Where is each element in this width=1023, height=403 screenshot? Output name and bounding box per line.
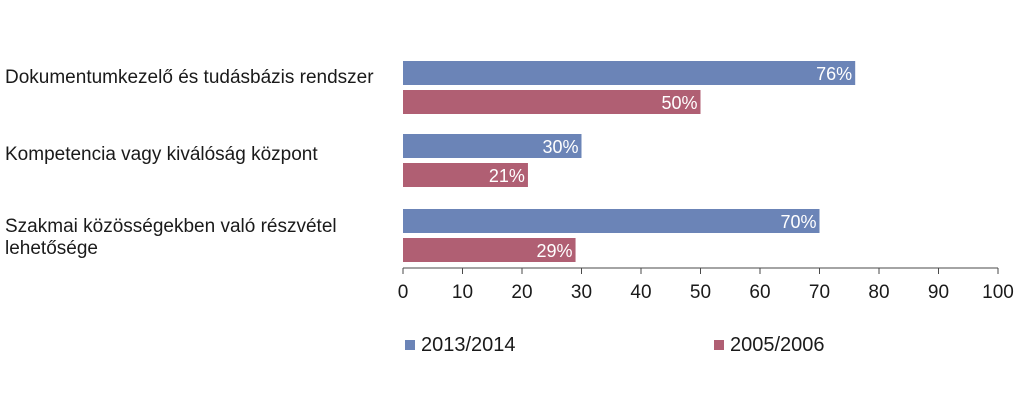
data-label-2013-2014-cat2: 30% <box>542 137 578 157</box>
x-tick-label-90: 90 <box>928 282 949 303</box>
x-tick-label-40: 40 <box>630 282 651 303</box>
data-label-2005-2006-cat2: 21% <box>489 166 525 186</box>
legend-label-2013-2014: 2013/2014 <box>421 334 516 356</box>
x-tick-label-20: 20 <box>511 282 532 303</box>
x-tick-label-50: 50 <box>690 282 711 303</box>
x-axis: 0 10 20 30 40 50 60 70 80 90 100 <box>398 267 1014 303</box>
category-label-2: Kompetencia vagy kiválóság központ <box>5 144 318 165</box>
bars-group: 76% 50% 30% 21% 70% 29% <box>403 61 856 262</box>
bar-2005-2006-cat2 <box>403 163 528 187</box>
bar-2005-2006-cat3 <box>403 238 576 262</box>
x-tick-label-0: 0 <box>398 282 409 303</box>
legend-label-2005-2006: 2005/2006 <box>730 334 825 356</box>
bar-2013-2014-cat1 <box>403 61 856 85</box>
x-tick-label-30: 30 <box>571 282 592 303</box>
x-tick-label-70: 70 <box>809 282 830 303</box>
category-label-1: Dokumentumkezelő és tudásbázis rendszer <box>5 67 374 88</box>
data-label-2005-2006-cat3: 29% <box>537 241 573 261</box>
x-tick-label-100: 100 <box>982 282 1014 303</box>
bar-2013-2014-cat2 <box>403 134 582 158</box>
x-tick-label-60: 60 <box>749 282 770 303</box>
category-label-3b: lehetősége <box>5 238 98 259</box>
bar-2005-2006-cat1 <box>403 90 701 114</box>
category-label-3a: Szakmai közösségekben való részvétel <box>5 216 337 237</box>
data-label-2013-2014-cat3: 70% <box>780 212 816 232</box>
bar-2013-2014-cat3 <box>403 209 820 233</box>
data-label-2005-2006-cat1: 50% <box>661 93 697 113</box>
x-tick-label-10: 10 <box>452 282 473 303</box>
legend-swatch-2005-2006 <box>714 340 724 350</box>
x-tick-label-80: 80 <box>868 282 889 303</box>
data-label-2013-2014-cat1: 76% <box>816 64 852 84</box>
legend-swatch-2013-2014 <box>405 340 415 350</box>
